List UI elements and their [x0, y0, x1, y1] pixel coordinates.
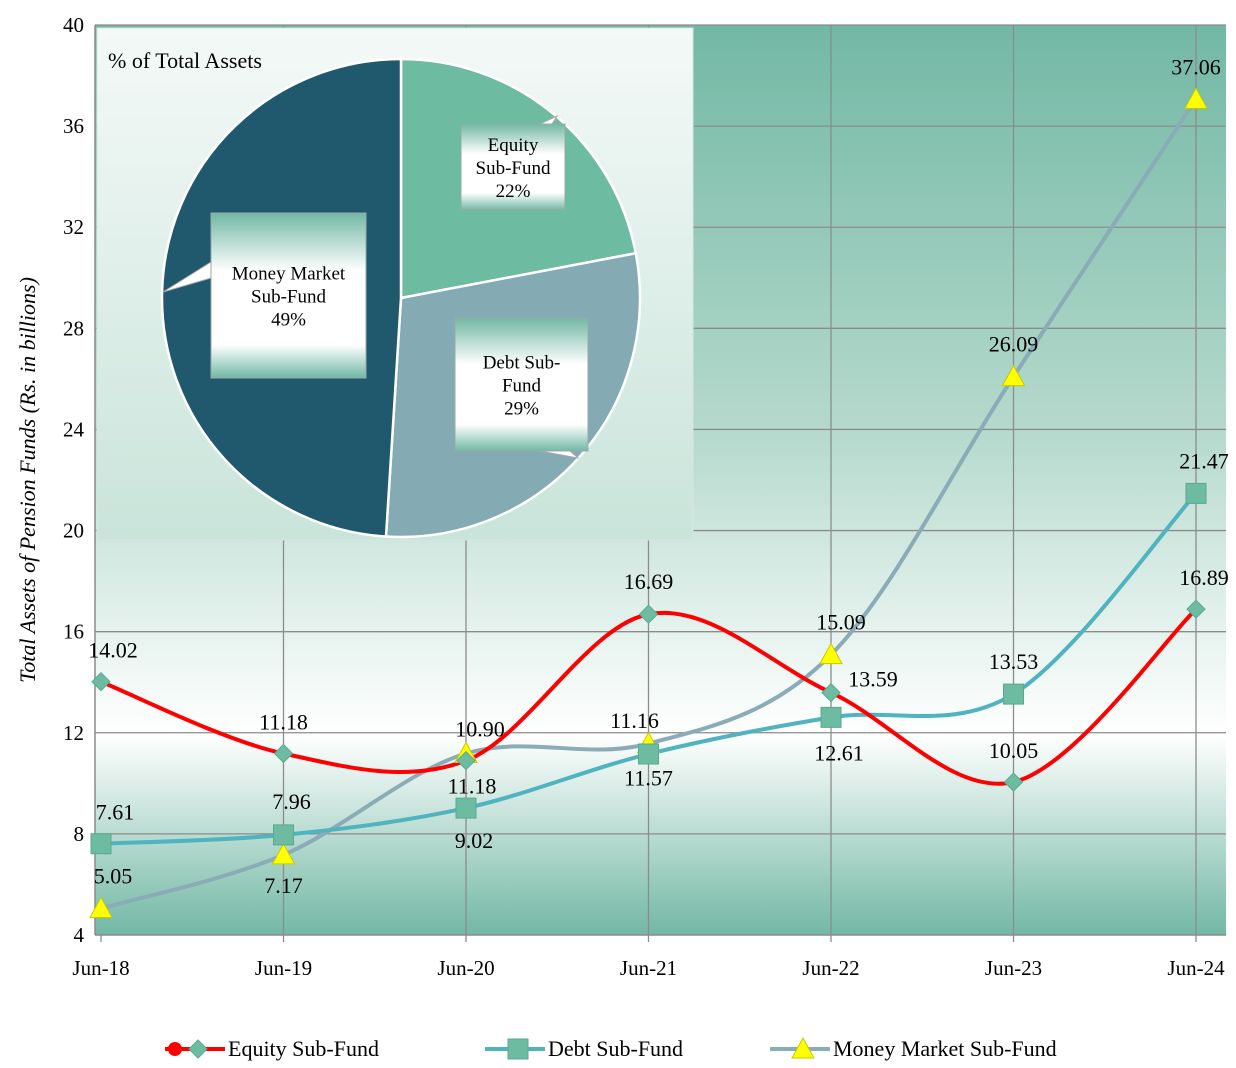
pie-inset: % of Total Assets EquitySub-Fund22%Debt …: [96, 27, 694, 541]
y-tick-label: 32: [63, 215, 84, 239]
debt-data-label: 7.96: [272, 789, 311, 814]
money-market-marker: [819, 642, 843, 665]
debt-data-label: 7.61: [96, 800, 135, 825]
equity-legend-marker: [188, 1039, 208, 1059]
equity-data-label: 16.69: [624, 569, 674, 594]
x-tick-label: Jun-23: [985, 956, 1042, 980]
pie-title: % of Total Assets: [108, 48, 262, 73]
pie-slice-label: 49%: [271, 310, 306, 331]
money-market-data-label: 15.09: [816, 610, 866, 635]
debt-marker: [273, 824, 294, 846]
x-tick-label: Jun-24: [1167, 956, 1225, 980]
x-tick-label: Jun-22: [802, 956, 859, 980]
money-market-data-label: 7.17: [264, 873, 303, 898]
pie-slice-label: Equity: [488, 135, 539, 156]
pie-slice-label: Fund: [502, 376, 542, 397]
debt-marker: [455, 797, 477, 819]
y-tick-label: 40: [63, 13, 84, 37]
series-markers: [89, 87, 1208, 918]
x-tick-label: Jun-18: [72, 956, 129, 980]
y-tick-label: 12: [63, 721, 84, 745]
money-market-data-label: 26.09: [989, 332, 1039, 357]
equity-data-label: 11.18: [259, 710, 308, 735]
equity-marker: [1186, 599, 1206, 619]
equity-marker: [821, 682, 841, 703]
debt-data-label: 21.47: [1179, 448, 1229, 473]
callout-box: [210, 212, 367, 379]
pie-slice-label: 29%: [504, 399, 539, 420]
x-tick-label: Jun-21: [620, 956, 677, 980]
equity-marker: [1003, 772, 1024, 792]
x-axis-ticks: Jun-18 Jun-19 Jun-20 Jun-21 Jun-22 Jun-23 Jun-…: [72, 935, 1225, 980]
debt-marker: [1185, 482, 1207, 504]
equity-data-label: 16.89: [1179, 565, 1229, 590]
y-axis-ticks: 4 8 12 16 20 24 28 32 36 40: [63, 13, 85, 947]
x-tick-label: Jun-20: [437, 956, 494, 980]
legend: Equity Sub-Fund Debt Sub-Fund Money Market…: [165, 1036, 1057, 1061]
debt-legend-label: Debt Sub-Fund: [548, 1036, 683, 1061]
callout-box: [460, 123, 566, 211]
debt-legend-marker: [507, 1038, 529, 1060]
equity-data-label: 10.05: [989, 738, 1039, 763]
money-market-marker: [89, 896, 113, 918]
y-tick-label: 36: [63, 114, 84, 138]
debt-data-label: 12.61: [814, 740, 864, 765]
equity-legend-label: Equity Sub-Fund: [228, 1036, 379, 1061]
money-market-data-label: 5.05: [94, 863, 133, 888]
debt-marker: [1003, 683, 1024, 705]
equity-marker: [91, 672, 111, 692]
equity-data-label: 14.02: [88, 638, 138, 663]
x-tick-label: Jun-19: [255, 956, 312, 980]
money-market-data-label: 11.18: [448, 774, 497, 799]
pie-slice-label: Money Market: [232, 264, 346, 285]
y-axis-label: Total Assets of Pension Funds (Rs. in bi…: [15, 277, 40, 683]
money-market-legend-label: Money Market Sub-Fund: [833, 1036, 1057, 1061]
y-tick-label: 28: [63, 316, 84, 340]
pie-slice-label: 22%: [496, 181, 531, 202]
pie-slice-label: Sub-Fund: [251, 287, 326, 308]
money-market-data-label: 37.06: [1171, 54, 1221, 79]
pie-slice-label: Sub-Fund: [476, 158, 551, 179]
debt-data-label: 9.02: [455, 828, 494, 853]
money-market-legend-marker: [791, 1036, 815, 1059]
equity-data-label: 10.90: [455, 717, 505, 742]
debt-data-label: 13.53: [989, 649, 1039, 674]
money-market-marker: [271, 842, 296, 865]
money-market-data-label: 11.57: [624, 766, 673, 791]
equity-marker: [273, 743, 294, 764]
y-tick-label: 4: [74, 923, 85, 947]
money-market-marker: [1184, 87, 1208, 109]
equity-data-label: 13.59: [848, 667, 898, 692]
equity-marker: [638, 604, 659, 624]
debt-marker: [820, 706, 842, 728]
y-tick-label: 20: [63, 519, 84, 543]
y-tick-label: 16: [63, 620, 84, 644]
money-market-line: [99, 97, 1198, 911]
debt-marker: [638, 743, 659, 765]
debt-marker: [90, 833, 112, 855]
money-market-marker: [1001, 364, 1026, 387]
legend-dot: [168, 1042, 182, 1056]
callout-box: [454, 317, 589, 452]
pie-slice-label: Debt Sub-: [483, 353, 561, 374]
y-tick-label: 24: [63, 417, 85, 441]
y-tick-label: 8: [74, 822, 85, 846]
data-labels: 14.02 11.18 10.90 16.69 13.59 10.05 16.89 7.61 7…: [88, 54, 1229, 898]
equity-marker: [456, 750, 476, 771]
debt-data-label: 11.16: [610, 708, 659, 733]
